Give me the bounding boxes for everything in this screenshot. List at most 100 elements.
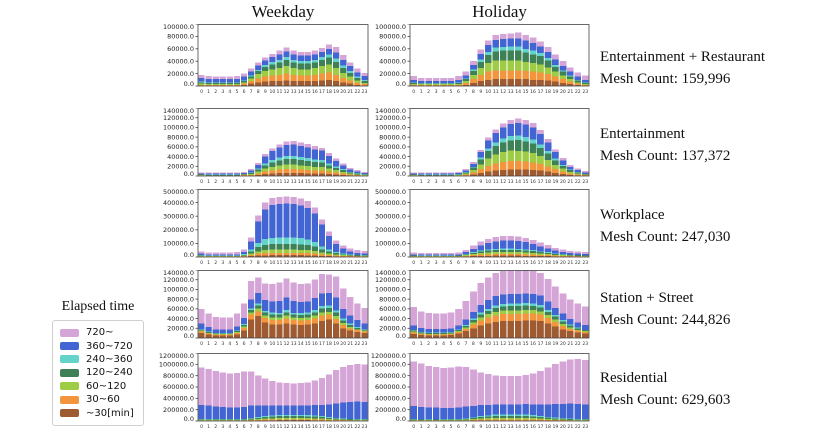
bar-segment [529,54,537,64]
bar-segment [417,311,425,328]
bar-segment [581,360,589,405]
x-tick-label: 20 [340,424,346,430]
x-tick-label: 9 [264,89,267,95]
bar-segment [529,239,537,244]
x-tick-label: 3 [435,260,438,266]
y-tick-label: 20000.0 [379,70,406,78]
bar-segment [417,254,425,256]
bar-segment [432,333,440,335]
bar-segment [559,79,567,83]
bar-segment [552,164,559,170]
bar-segment [311,173,319,176]
bar-segment [269,320,276,325]
bar-segment [522,237,529,243]
bar-segment [332,74,340,82]
bar-segment [276,157,283,161]
bar-segment [559,252,567,255]
bar-segment [198,173,205,175]
bar-segment [499,123,507,128]
bar-segment [567,71,574,76]
chart-weekday-residential: 0.0 200000.0 400000.0 600000.0 800000.0 10000… [154,352,370,438]
bar-segment [255,418,262,420]
x-tick-label: 5 [235,89,238,95]
bar-segment [507,46,515,51]
bar-segment [522,242,529,250]
bar-segment [552,253,559,255]
bar-segment [325,311,333,315]
bar-segment [311,213,319,243]
column-title-holiday: Holiday [472,2,527,21]
bar-segment [440,334,447,336]
bar-segment [212,172,219,174]
bar-segment [290,68,297,75]
y-tick-label: 100000.0 [375,24,406,31]
x-tick-label: 0 [200,179,203,185]
bar-segment [559,293,567,314]
bar-segment [262,418,269,420]
bar-segment [325,256,333,257]
bar-segment [462,328,470,332]
bar-segment [432,334,440,336]
bar-segment [455,330,462,332]
x-tick-label: 0 [200,260,203,266]
bar-segment [581,172,589,174]
bar-segment [544,248,552,253]
bar-segment [484,300,492,309]
bar-segment [304,158,311,161]
x-tick-label: 0 [200,341,203,347]
bar-segment [581,306,589,325]
bar-segment [507,38,515,47]
bar-segment [462,255,470,257]
bar-segment [492,142,500,146]
bar-segment [492,154,500,164]
bar-segment [340,328,347,338]
bar-segment [440,313,447,329]
bar-segment [559,71,567,76]
bar-segment [290,419,297,421]
bar-segment [269,53,276,57]
bar-segment [522,309,529,314]
x-tick-label: 18 [326,179,332,185]
bar-segment [347,169,354,173]
bar-segment [537,144,544,148]
bar-segment [432,367,440,408]
x-tick-label: 9 [264,260,267,266]
bar-segment [462,254,470,256]
bar-segment [499,254,507,256]
bar-segment [529,71,537,80]
bar-segment [462,324,470,326]
bar-segment [552,307,559,316]
bar-segment [514,270,522,294]
bar-segment [514,140,522,151]
bar-segment [219,252,226,255]
bar-segment [283,312,290,316]
x-tick-label: 3 [435,424,438,430]
x-tick-label: 19 [333,341,339,347]
bar-segment [574,173,582,175]
bar-segment [477,159,485,165]
bar-segment [269,405,276,416]
bar-segment [507,310,515,315]
bar-segment [247,170,255,173]
bar-segment [226,329,234,334]
bar-segment [537,170,544,176]
bar-segment [198,331,205,334]
bar-segment [499,235,507,241]
bar-segment [432,81,440,83]
bar-segment [219,84,226,86]
bar-segment [233,82,241,85]
bar-segment [470,166,477,168]
bar-segment [269,64,276,70]
bar-segment [507,33,515,39]
y-tick-label: 60000.0 [379,305,406,313]
bar-segment [477,372,485,406]
bar-segment [410,330,418,332]
bar-segment [529,139,537,144]
bar-segment [470,328,477,338]
bar-segment [198,308,205,324]
bar-segment [325,72,333,80]
bar-segment [574,403,582,419]
x-tick-label: 6 [457,424,460,430]
bar-segment [205,79,212,83]
bar-segment [470,170,477,173]
